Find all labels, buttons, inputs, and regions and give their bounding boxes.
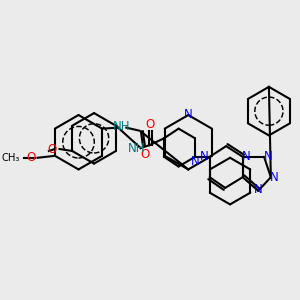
Text: N: N	[191, 155, 200, 168]
Text: N: N	[254, 183, 262, 196]
Text: N: N	[270, 171, 279, 184]
Text: N: N	[242, 150, 251, 163]
Text: N: N	[200, 150, 208, 163]
Text: NH: NH	[128, 142, 146, 154]
Text: NH: NH	[113, 120, 130, 133]
Text: O: O	[26, 151, 35, 164]
Text: O: O	[140, 148, 149, 161]
Text: N: N	[264, 150, 272, 163]
Text: O: O	[146, 118, 155, 131]
Text: CH₃: CH₃	[2, 153, 20, 163]
Text: N: N	[184, 108, 193, 121]
Text: O: O	[47, 142, 57, 155]
